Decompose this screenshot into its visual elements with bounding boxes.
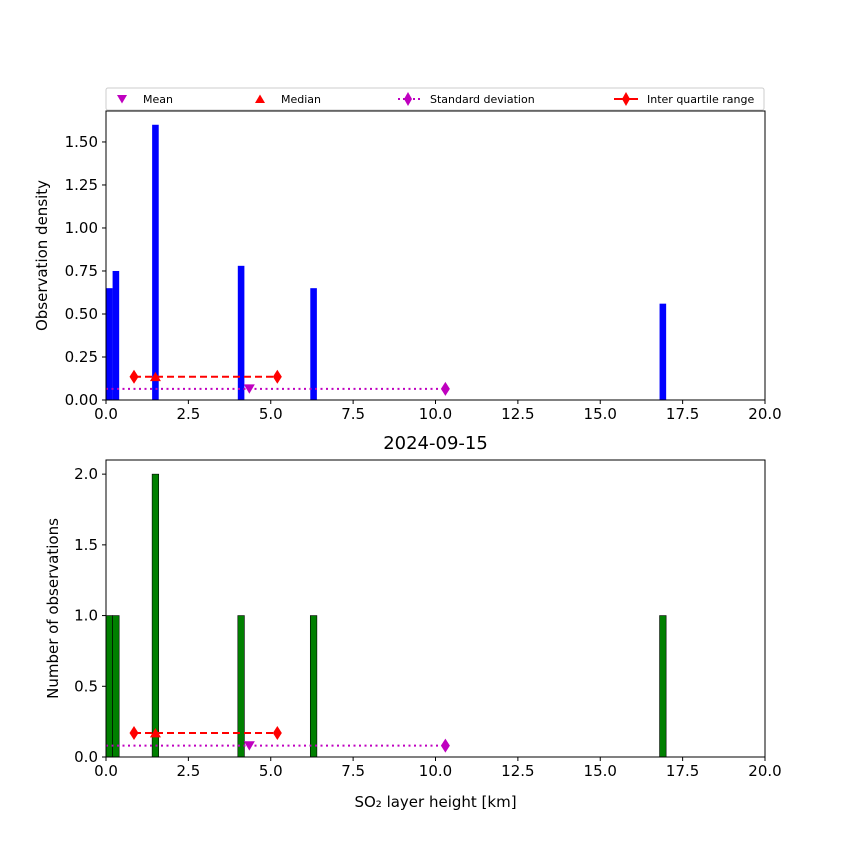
histogram-bar <box>237 615 245 758</box>
legend-label: Standard deviation <box>430 93 535 106</box>
x-tick-label: 17.5 <box>666 405 699 423</box>
y-tick-label: 0.75 <box>65 262 98 280</box>
legend-diamond-marker <box>622 92 630 106</box>
x-tick-label: 0.0 <box>94 405 118 423</box>
y-tick-label: 0.25 <box>65 348 98 366</box>
histogram-bar <box>310 288 317 400</box>
legend-label: Mean <box>143 93 173 106</box>
y-axis-label: Number of observations <box>44 518 62 699</box>
x-tick-label: 17.5 <box>666 762 699 780</box>
legend-frame <box>105 87 765 111</box>
y-tick-label: 0.5 <box>74 677 98 695</box>
y-tick-label: 0.00 <box>65 391 98 409</box>
x-tick-label: 2.5 <box>176 405 200 423</box>
y-tick-label: 1.25 <box>65 176 98 194</box>
iqr-marker-start <box>129 725 139 740</box>
x-tick-label: 15.0 <box>584 405 617 423</box>
median-marker <box>149 371 161 382</box>
legend-label: Median <box>281 93 321 106</box>
mean-marker <box>243 741 255 751</box>
histogram-bar <box>152 124 159 400</box>
legend-diamond-marker <box>404 92 412 106</box>
histogram-bar <box>112 270 120 400</box>
histogram-bar <box>105 615 113 758</box>
y-axis-label: Observation density <box>33 180 51 331</box>
x-tick-label: 5.0 <box>259 405 283 423</box>
x-tick-label: 10.0 <box>419 405 452 423</box>
y-tick-label: 1.0 <box>74 607 98 625</box>
density-chart: 0.0 2.5 5.0 7.5 10.0 12.5 15.0 17.5 20.0 0.00 0.25… <box>33 110 782 423</box>
legend-median-marker <box>255 94 265 103</box>
histogram-bar <box>112 615 120 758</box>
y-tick-label: 2.0 <box>74 465 98 483</box>
x-tick-label: 12.5 <box>501 762 534 780</box>
x-tick-label: 12.5 <box>501 405 534 423</box>
x-tick-label: 20.0 <box>748 762 781 780</box>
chart-title: 2024-09-15 <box>383 433 488 454</box>
histogram-bar <box>659 615 667 758</box>
y-tick-label: 1.00 <box>65 219 98 237</box>
histogram-bar <box>309 615 318 758</box>
x-tick-label: 10.0 <box>419 762 452 780</box>
x-tick-label: 15.0 <box>584 762 617 780</box>
x-tick-label: 5.0 <box>259 762 283 780</box>
iqr-marker-end <box>272 369 282 384</box>
histogram-bar <box>106 288 113 400</box>
y-tick-label: 0.0 <box>74 748 98 766</box>
std-marker <box>440 738 450 753</box>
x-tick-label: 7.5 <box>341 405 365 423</box>
legend-mean-marker <box>117 95 127 104</box>
x-tick-label: 2.5 <box>176 762 200 780</box>
y-tick-label: 0.50 <box>65 305 98 323</box>
x-axis-label: SO₂ layer height [km] <box>354 793 516 811</box>
y-tick-label: 1.50 <box>65 133 98 151</box>
histogram-bar <box>659 303 667 400</box>
count-chart: 0.0 2.5 5.0 7.5 10.0 12.5 15.0 17.5 20.0 0.0 0.5 1.… <box>44 433 782 811</box>
median-marker <box>149 728 161 738</box>
iqr-marker-end <box>272 725 282 740</box>
legend-label: Inter quartile range <box>647 93 754 106</box>
std-marker <box>440 381 450 396</box>
mean-marker <box>243 384 255 394</box>
y-tick-label: 1.5 <box>74 536 98 554</box>
histogram-bar <box>151 473 160 758</box>
histogram-bar <box>237 265 245 400</box>
iqr-marker-start <box>129 369 139 384</box>
legend: Mean Median Standard deviation Inter quarti… <box>105 87 765 111</box>
x-tick-label: 7.5 <box>341 762 365 780</box>
x-tick-label: 20.0 <box>748 405 781 423</box>
x-tick-label: 0.0 <box>94 762 118 780</box>
